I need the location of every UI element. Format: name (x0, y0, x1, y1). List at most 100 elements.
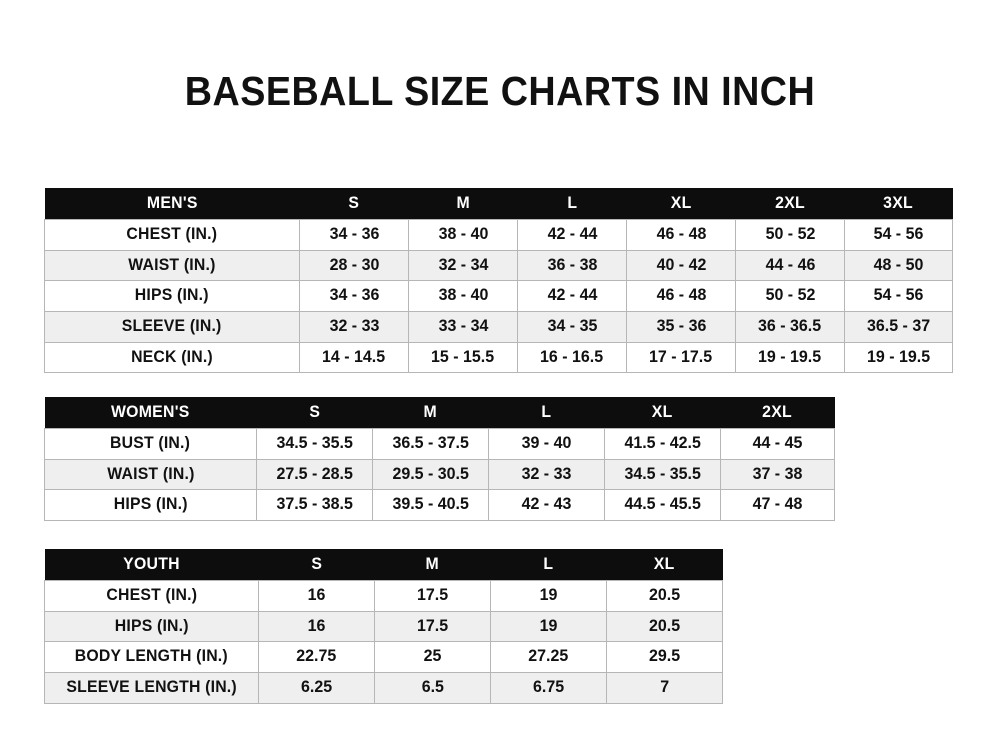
cell-youth-sleeve-length-l: 6.75 (490, 671, 607, 704)
cell-youth-body-length-xl: 29.5 (606, 641, 723, 673)
cell-mens-hips-l: 42 - 44 (517, 280, 627, 312)
row-label-waist: WAIST (IN.) (44, 458, 257, 491)
womens-header-size-2xl: 2XL (720, 397, 835, 429)
row-label-chest: CHEST (IN.) (44, 579, 259, 612)
cell-youth-sleeve-length-s: 6.25 (258, 671, 375, 704)
cell-youth-hips-xl: 20.5 (606, 610, 723, 643)
cell-youth-body-length-s: 22.75 (258, 641, 375, 673)
mens-header-category-label: MEN'S (146, 193, 198, 212)
cell-mens-neck-m: 15 - 15.5 (408, 341, 518, 374)
cell-womens-waist-2xl: 37 - 38 (720, 458, 835, 491)
womens-header-size-l-label: L (541, 402, 552, 421)
womens-header-size-s: S (256, 397, 373, 429)
table-row: NECK (IN.) 14 - 14.5 15 - 15.5 16 - 16.5… (44, 341, 953, 374)
mens-header-size-m: M (408, 188, 518, 220)
youth-header-size-xl: XL (606, 549, 723, 581)
table-row: HIPS (IN.) 37.5 - 38.5 39.5 - 40.5 42 - … (44, 489, 835, 521)
cell-womens-bust-m: 36.5 - 37.5 (372, 427, 489, 460)
womens-table-header-row: WOMEN'S S M L XL 2XL (44, 397, 835, 429)
womens-header-category-label: WOMEN'S (111, 402, 190, 421)
table-row: WAIST (IN.) 28 - 30 32 - 34 36 - 38 40 -… (44, 249, 953, 282)
youth-header-size-l: L (490, 549, 607, 581)
row-label-hips: HIPS (IN.) (44, 280, 300, 312)
cell-mens-waist-3xl: 48 - 50 (844, 249, 953, 282)
youth-header-category: YOUTH (44, 549, 259, 581)
cell-mens-sleeve-l: 34 - 35 (517, 310, 627, 343)
cell-mens-chest-l: 42 - 44 (517, 218, 627, 251)
mens-header-size-xl: XL (626, 188, 736, 220)
row-label-waist: WAIST (IN.) (44, 249, 300, 282)
cell-womens-hips-s: 37.5 - 38.5 (256, 489, 373, 521)
cell-womens-hips-xl: 44.5 - 45.5 (604, 489, 721, 521)
cell-womens-waist-s: 27.5 - 28.5 (256, 458, 373, 491)
row-label-sleeve: SLEEVE (IN.) (44, 310, 300, 343)
cell-womens-waist-l: 32 - 33 (488, 458, 605, 491)
cell-womens-hips-2xl: 47 - 48 (720, 489, 835, 521)
cell-womens-waist-m: 29.5 - 30.5 (372, 458, 489, 491)
youth-header-category-label: YOUTH (123, 554, 180, 573)
row-label-hips: HIPS (IN.) (44, 610, 259, 643)
mens-header-category: MEN'S (44, 188, 300, 220)
youth-header-size-m: M (374, 549, 491, 581)
womens-header-size-xl: XL (604, 397, 721, 429)
mens-header-size-m-label: M (456, 193, 470, 212)
youth-header-size-s: S (258, 549, 375, 581)
cell-mens-chest-xl: 46 - 48 (626, 218, 736, 251)
cell-mens-sleeve-3xl: 36.5 - 37 (844, 310, 953, 343)
cell-youth-sleeve-length-m: 6.5 (374, 671, 491, 704)
cell-mens-waist-l: 36 - 38 (517, 249, 627, 282)
cell-youth-hips-l: 19 (490, 610, 607, 643)
table-row: CHEST (IN.) 34 - 36 38 - 40 42 - 44 46 -… (44, 218, 953, 251)
mens-header-size-s-label: S (348, 193, 360, 212)
row-label-body-length: BODY LENGTH (IN.) (44, 641, 259, 673)
row-label-hips: HIPS (IN.) (44, 489, 257, 521)
cell-mens-chest-3xl: 54 - 56 (844, 218, 953, 251)
table-row: CHEST (IN.) 16 17.5 19 20.5 (44, 579, 723, 612)
cell-mens-hips-m: 38 - 40 (408, 280, 518, 312)
mens-table-header-row: MEN'S S M L XL 2XL 3XL (44, 188, 953, 220)
cell-youth-sleeve-length-xl: 7 (606, 671, 723, 704)
row-label-neck: NECK (IN.) (44, 341, 300, 374)
cell-mens-waist-s: 28 - 30 (299, 249, 409, 282)
womens-header-size-xl-label: XL (652, 402, 673, 421)
cell-mens-hips-s: 34 - 36 (299, 280, 409, 312)
row-label-bust: BUST (IN.) (44, 427, 257, 460)
cell-mens-sleeve-m: 33 - 34 (408, 310, 518, 343)
cell-womens-bust-2xl: 44 - 45 (720, 427, 835, 460)
youth-header-size-m-label: M (425, 554, 440, 573)
table-row: SLEEVE (IN.) 32 - 33 33 - 34 34 - 35 35 … (44, 310, 953, 343)
cell-mens-hips-2xl: 50 - 52 (735, 280, 845, 312)
womens-header-size-s-label: S (309, 402, 320, 421)
womens-header-size-m-label: M (423, 402, 438, 421)
cell-mens-waist-m: 32 - 34 (408, 249, 518, 282)
cell-youth-chest-xl: 20.5 (606, 579, 723, 612)
youth-header-size-xl-label: XL (654, 554, 675, 573)
cell-womens-hips-l: 42 - 43 (488, 489, 605, 521)
cell-womens-bust-xl: 41.5 - 42.5 (604, 427, 721, 460)
womens-header-category: WOMEN'S (44, 397, 257, 429)
mens-header-size-l: L (517, 188, 627, 220)
cell-youth-body-length-l: 27.25 (490, 641, 607, 673)
womens-header-size-m: M (372, 397, 489, 429)
row-label-sleeve-length: SLEEVE LENGTH (IN.) (44, 671, 259, 704)
cell-womens-bust-l: 39 - 40 (488, 427, 605, 460)
table-row: WAIST (IN.) 27.5 - 28.5 29.5 - 30.5 32 -… (44, 458, 835, 491)
mens-size-table: MEN'S S M L XL 2XL 3XL CHEST (IN.) 34 - … (44, 188, 953, 374)
cell-mens-neck-l: 16 - 16.5 (517, 341, 627, 374)
table-row: BUST (IN.) 34.5 - 35.5 36.5 - 37.5 39 - … (44, 427, 835, 460)
cell-mens-neck-2xl: 19 - 19.5 (735, 341, 845, 374)
table-row: BODY LENGTH (IN.) 22.75 25 27.25 29.5 (44, 641, 723, 673)
cell-mens-hips-xl: 46 - 48 (626, 280, 736, 312)
cell-womens-waist-xl: 34.5 - 35.5 (604, 458, 721, 491)
cell-youth-chest-s: 16 (258, 579, 375, 612)
cell-mens-sleeve-s: 32 - 33 (299, 310, 409, 343)
youth-size-table: YOUTH S M L XL CHEST (IN.) 16 17.5 19 20… (44, 549, 723, 704)
page-title: BASEBALL SIZE CHARTS IN INCH (184, 68, 816, 114)
cell-mens-neck-xl: 17 - 17.5 (626, 341, 736, 374)
mens-header-size-2xl-label: 2XL (775, 193, 805, 212)
cell-womens-hips-m: 39.5 - 40.5 (372, 489, 489, 521)
mens-header-size-xl-label: XL (670, 193, 692, 212)
mens-header-size-3xl: 3XL (844, 188, 953, 220)
cell-youth-hips-m: 17.5 (374, 610, 491, 643)
